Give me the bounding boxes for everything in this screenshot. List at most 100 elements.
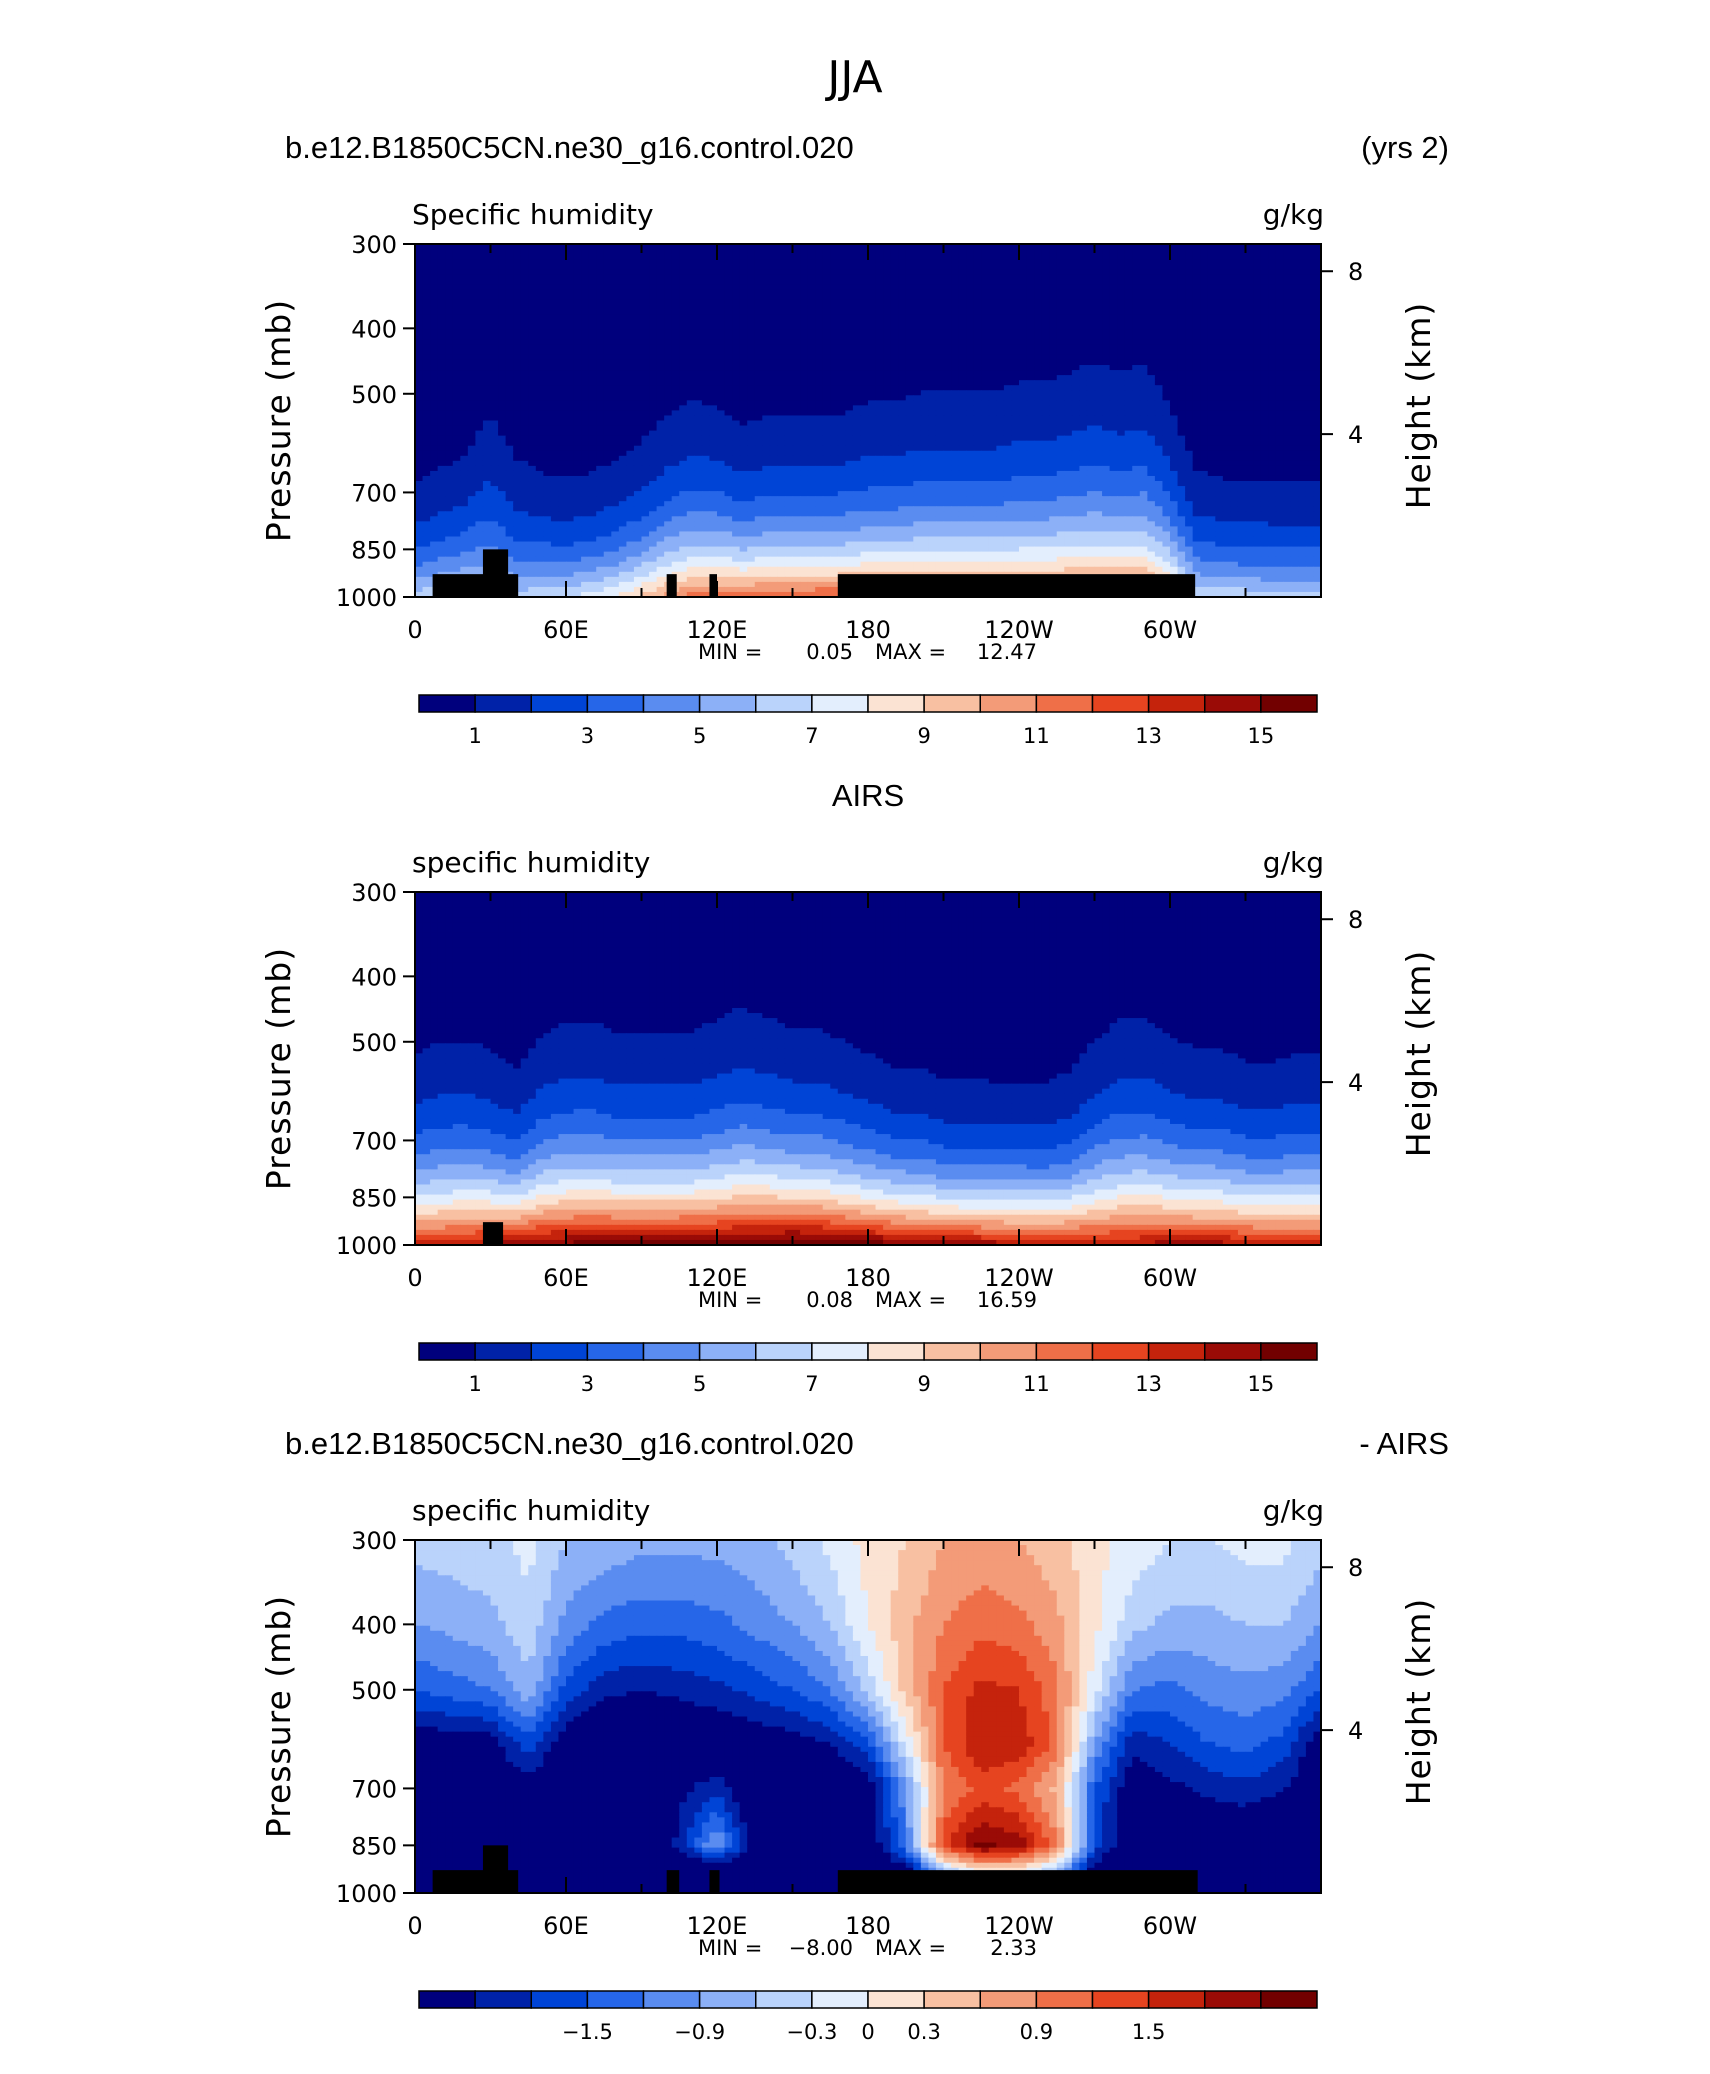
contour-cell: [1237, 264, 1247, 270]
contour-cell: [528, 405, 537, 412]
contour-cell: [1192, 259, 1201, 265]
contour-cell: [1177, 324, 1186, 331]
contour-cell: [482, 349, 492, 356]
contour-cell: [475, 365, 484, 371]
contour-cell: [935, 304, 945, 311]
contour-cell: [618, 314, 627, 321]
contour-cell: [1041, 359, 1050, 366]
contour-cell: [1275, 365, 1284, 371]
contour-cell: [898, 420, 907, 427]
contour-cell: [777, 284, 786, 290]
contour-cell: [883, 370, 892, 376]
contour-cell: [852, 395, 862, 401]
contour-cell: [588, 254, 597, 260]
contour-cell: [784, 274, 794, 280]
contour-cell: [724, 425, 733, 432]
contour-cell: [973, 319, 982, 326]
contour-cell: [988, 390, 997, 396]
contour-cell: [1283, 359, 1292, 366]
contour-cell: [1207, 410, 1216, 417]
contour-cell: [581, 400, 590, 406]
contour-cell: [679, 264, 688, 270]
contour-cell: [769, 254, 778, 260]
contour-cell: [762, 349, 771, 356]
contour-cell: [543, 304, 552, 311]
contour-cell: [883, 299, 892, 306]
contour-cell: [1102, 294, 1111, 301]
contour-cell: [988, 314, 997, 321]
contour-cell: [1086, 259, 1096, 265]
contour-cell: [641, 395, 650, 401]
contour-cell: [1283, 339, 1292, 346]
contour-cell: [505, 314, 514, 321]
contour-cell: [573, 269, 582, 275]
contour-cell: [717, 430, 726, 437]
contour-cell: [920, 264, 929, 270]
contour-cell: [437, 365, 446, 371]
contour-cell: [754, 354, 763, 361]
contour-cell: [1260, 365, 1269, 371]
contour-cell: [1260, 425, 1269, 432]
contour-cell: [664, 400, 673, 406]
contour-cell: [520, 445, 529, 452]
contour-cell: [1192, 319, 1201, 326]
contour-cell: [611, 354, 620, 361]
contour-cell: [868, 299, 877, 306]
contour-cell: [988, 264, 997, 270]
contour-cell: [769, 395, 778, 401]
contour-cell: [717, 370, 726, 376]
contour-cell: [588, 299, 597, 306]
contour-cell: [475, 410, 484, 417]
contour-cell: [913, 354, 922, 361]
contour-cell: [1260, 349, 1269, 356]
contour-cell: [520, 269, 529, 275]
contour-cell: [769, 259, 778, 265]
contour-cell: [415, 354, 424, 361]
contour-cell: [1019, 324, 1028, 331]
contour-cell: [445, 359, 454, 366]
contour-cell: [1049, 249, 1058, 255]
contour-cell: [671, 380, 680, 386]
contour-cell: [596, 259, 605, 265]
contour-cell: [747, 334, 756, 341]
contour-cell: [1313, 435, 1322, 442]
contour-cell: [1170, 274, 1179, 280]
contour-cell: [845, 405, 854, 412]
contour-cell: [664, 445, 673, 452]
contour-cell: [528, 259, 537, 265]
contour-cell: [1275, 435, 1284, 442]
contour-cell: [566, 415, 575, 422]
contour-cell: [415, 420, 424, 427]
contour-cell: [792, 410, 801, 417]
contour-cell: [520, 329, 529, 336]
contour-cell: [1117, 274, 1126, 280]
contour-cell: [996, 445, 1005, 452]
contour-cell: [618, 274, 627, 280]
contour-cell: [754, 410, 763, 417]
contour-cell: [852, 354, 862, 361]
contour-cell: [732, 380, 741, 386]
contour-cell: [875, 339, 884, 346]
contour-cell: [1290, 365, 1299, 371]
contour-cell: [747, 450, 756, 457]
contour-cell: [649, 284, 658, 290]
contour-cell: [913, 324, 922, 331]
contour-cell: [1124, 309, 1133, 316]
contour-cell: [1079, 445, 1088, 452]
contour-cell: [1056, 359, 1065, 366]
contour-cell: [966, 415, 975, 422]
contour-cell: [596, 269, 605, 275]
contour-cell: [988, 420, 997, 427]
contour-cell: [1268, 390, 1277, 396]
contour-cell: [664, 319, 673, 326]
contour-cell: [1162, 284, 1171, 290]
contour-cell: [475, 244, 484, 250]
contour-cell: [1305, 314, 1315, 321]
contour-cell: [890, 354, 899, 361]
contour-cell: [807, 289, 816, 296]
contour-cell: [694, 259, 703, 265]
contour-cell: [852, 289, 862, 296]
contour-cell: [543, 420, 552, 427]
contour-cell: [1019, 390, 1028, 396]
contour-cell: [875, 435, 884, 442]
